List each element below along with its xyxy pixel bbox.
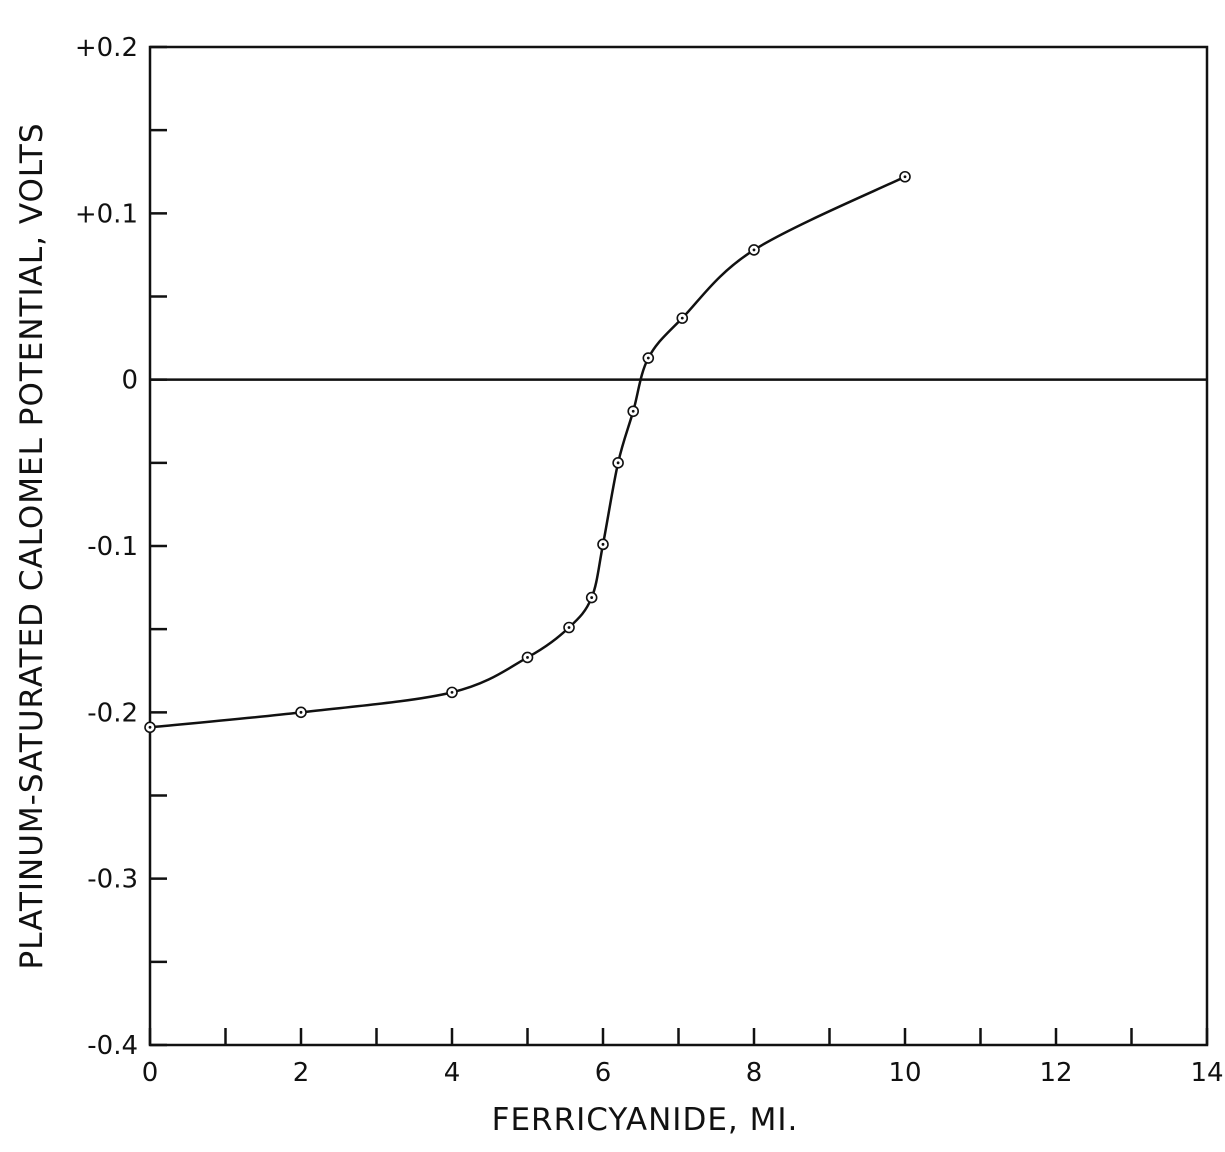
x-tick-label: 14	[1190, 1058, 1223, 1088]
data-point	[899, 170, 911, 183]
x-tick-label: 4	[444, 1058, 461, 1088]
series-line	[149, 175, 906, 729]
y-tick-label: -0.3	[87, 865, 138, 895]
data-point	[295, 706, 307, 719]
data-point	[446, 686, 458, 699]
y-tick-label: +0.1	[75, 199, 138, 229]
x-tick-label: 12	[1039, 1058, 1072, 1088]
data-point	[612, 457, 624, 469]
data-points-layer	[144, 170, 911, 734]
y-tick-label: 0	[121, 366, 138, 396]
data-point	[642, 352, 655, 364]
y-tick-label: -0.4	[87, 1031, 138, 1061]
data-point	[521, 651, 534, 664]
x-tick-label: 0	[142, 1058, 159, 1088]
tick-labels-layer: 0 2 4 6 8 10 12 14 +0.2 +0.1 0 -0.1 -0.2 -0.3 -0.4	[75, 33, 1224, 1088]
x-tick-label: 8	[746, 1058, 763, 1088]
plot-frame	[148, 45, 1209, 1047]
x-tick-label: 10	[888, 1058, 921, 1088]
data-point	[144, 721, 156, 734]
data-point	[585, 591, 598, 604]
data-point	[597, 538, 609, 551]
data-point	[676, 312, 689, 324]
y-axis-label: PLATINUM-SATURATED CALOMEL POTENTIAL, VO…	[14, 122, 50, 969]
x-axis-label: FERRICYANIDE, MI.	[492, 1102, 799, 1138]
x-tick-label: 6	[595, 1058, 612, 1088]
x-tick-label: 2	[293, 1058, 310, 1088]
data-point	[627, 405, 640, 418]
curve-layer	[149, 175, 906, 729]
y-tick-label: -0.1	[87, 532, 138, 562]
y-tick-label: +0.2	[75, 33, 138, 63]
data-point	[563, 621, 575, 634]
data-point	[748, 244, 760, 256]
ticks-layer	[148, 45, 1209, 1047]
y-tick-label: -0.2	[87, 698, 138, 728]
